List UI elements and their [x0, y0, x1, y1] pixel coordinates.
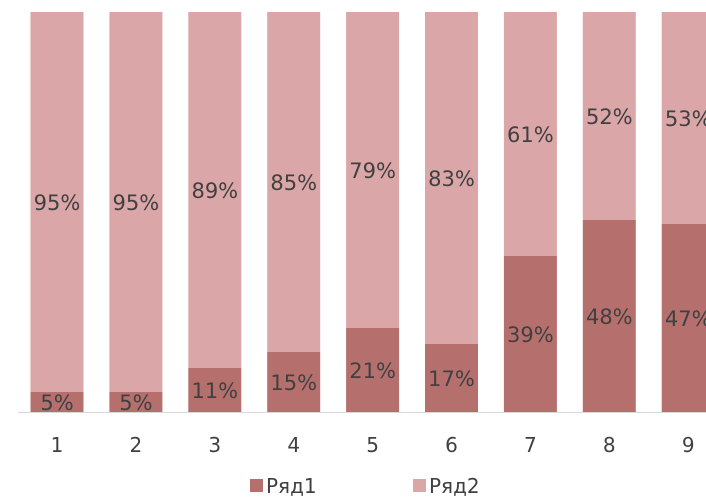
- x-tick-label: 6: [445, 433, 458, 457]
- data-label: 15%: [270, 371, 317, 395]
- legend: Ряд1 Ряд2: [250, 474, 480, 498]
- data-label: 61%: [507, 123, 554, 147]
- x-tick-label: 9: [682, 433, 695, 457]
- legend-swatch-series-1: [250, 479, 263, 492]
- data-label: 53%: [665, 107, 706, 131]
- data-label: 5%: [40, 391, 73, 415]
- x-tick-label: 7: [524, 433, 537, 457]
- data-label: 52%: [586, 105, 633, 129]
- x-tick-label: 5: [366, 433, 379, 457]
- data-label: 85%: [270, 171, 317, 195]
- data-label: 17%: [428, 367, 475, 391]
- x-tick-label: 4: [287, 433, 300, 457]
- data-label: 48%: [586, 305, 633, 329]
- x-tick-label: 1: [51, 433, 64, 457]
- data-label: 39%: [507, 323, 554, 347]
- data-label: 79%: [349, 159, 396, 183]
- legend-label: Ряд1: [266, 474, 317, 498]
- data-label: 5%: [119, 391, 152, 415]
- data-label: 89%: [191, 179, 238, 203]
- x-tick-label: 2: [130, 433, 143, 457]
- data-label: 11%: [191, 379, 238, 403]
- legend-label: Ряд2: [429, 474, 480, 498]
- data-label: 47%: [665, 307, 706, 331]
- data-label: 83%: [428, 167, 475, 191]
- x-tick-label: 8: [603, 433, 616, 457]
- data-label: 21%: [349, 359, 396, 383]
- data-label: 95%: [113, 191, 160, 215]
- x-tick-label: 3: [208, 433, 221, 457]
- legend-swatch-series-2: [413, 479, 426, 492]
- data-label: 95%: [34, 191, 81, 215]
